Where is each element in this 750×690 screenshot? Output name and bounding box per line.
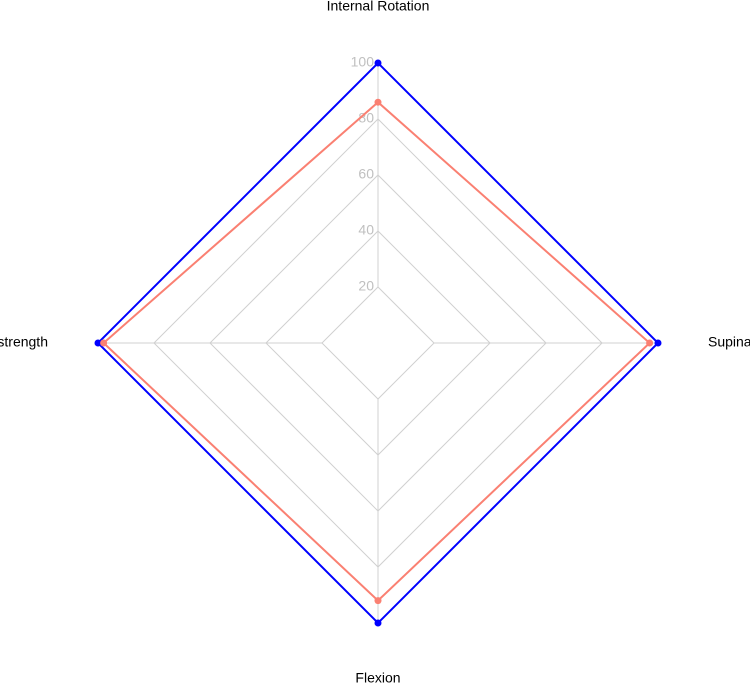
grid-ring (321, 286, 435, 400)
point (374, 59, 382, 67)
point (100, 339, 108, 347)
point (646, 339, 654, 347)
point (374, 619, 382, 627)
r-tick-label: 80 (358, 110, 374, 126)
r-tick-label: 60 (358, 166, 374, 182)
point (94, 339, 102, 347)
r-tick-label: 20 (358, 278, 374, 294)
point (374, 597, 382, 605)
r-tick-label: 100 (351, 54, 375, 70)
point (374, 98, 382, 106)
category-label: Grip strength (0, 334, 48, 350)
category-label: Supination (708, 334, 750, 350)
category-label: Flexion (355, 670, 400, 685)
point (654, 339, 662, 347)
category-label: Internal Rotation (327, 0, 430, 14)
r-tick-label: 40 (358, 222, 374, 238)
